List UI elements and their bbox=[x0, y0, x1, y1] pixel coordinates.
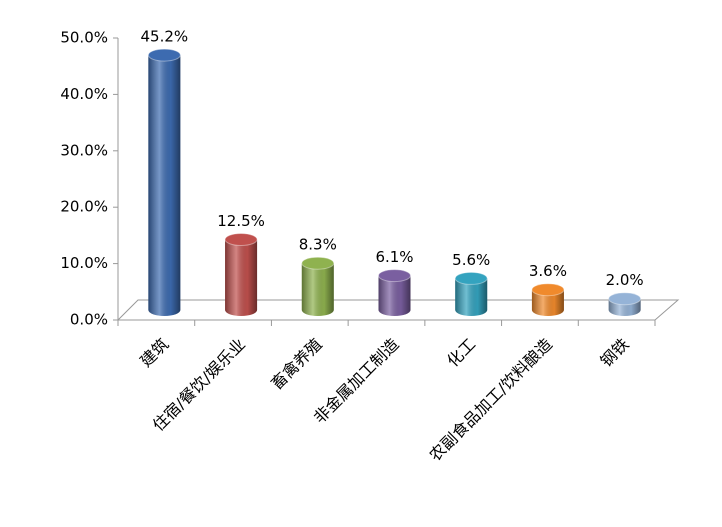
y-tick-label: 40.0% bbox=[60, 85, 108, 103]
y-tick-label: 10.0% bbox=[60, 254, 108, 272]
bar-top bbox=[301, 256, 335, 270]
bar-top bbox=[608, 292, 642, 306]
bar-shade bbox=[455, 278, 488, 316]
x-tick-label: 钢铁 bbox=[597, 335, 633, 371]
bar-shade bbox=[148, 55, 181, 317]
y-tick-label: 20.0% bbox=[60, 198, 108, 216]
y-tick-label: 50.0% bbox=[60, 29, 108, 47]
value-label: 8.3% bbox=[299, 236, 337, 254]
value-label: 45.2% bbox=[141, 28, 189, 46]
value-label: 12.5% bbox=[217, 212, 265, 230]
bar-shade bbox=[225, 239, 258, 316]
bar-shade bbox=[531, 289, 564, 316]
bar-shade bbox=[378, 275, 411, 316]
y-tick-label: 30.0% bbox=[60, 141, 108, 159]
x-tick-label: 畜禽养殖 bbox=[267, 335, 326, 394]
value-label: 3.6% bbox=[529, 262, 567, 280]
bar-top bbox=[224, 233, 258, 246]
value-label: 5.6% bbox=[452, 251, 490, 269]
x-tick-label: 化工 bbox=[443, 335, 479, 371]
bar-top bbox=[454, 271, 488, 285]
value-label: 2.0% bbox=[606, 271, 644, 289]
bar-top bbox=[378, 269, 411, 283]
bar-top bbox=[531, 283, 565, 297]
bar-shade bbox=[301, 263, 334, 316]
bar-top bbox=[147, 48, 181, 62]
y-tick-label: 0.0% bbox=[70, 311, 108, 329]
value-label: 6.1% bbox=[375, 248, 413, 266]
x-tick-label: 建筑 bbox=[136, 335, 172, 371]
